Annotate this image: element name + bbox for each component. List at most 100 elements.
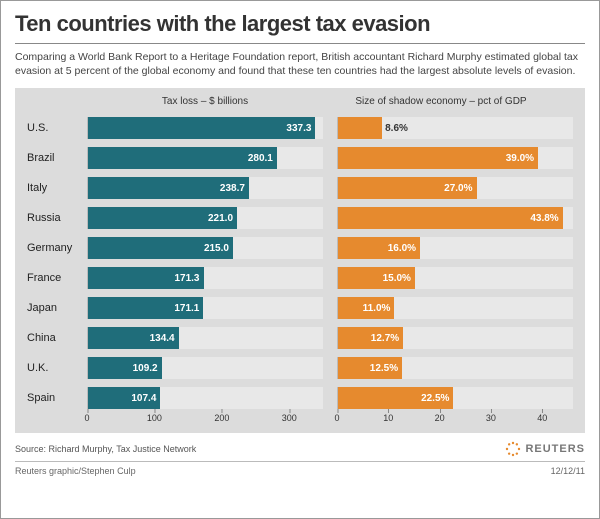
country-label: China bbox=[27, 332, 87, 344]
shadow-value: 15.0% bbox=[383, 273, 415, 284]
tax-loss-cell: 280.1 bbox=[87, 147, 323, 169]
reuters-logo: REUTERS bbox=[505, 441, 585, 457]
axis-right: 010203040 bbox=[337, 413, 573, 431]
shadow-bar: 16.0% bbox=[338, 237, 420, 259]
shadow-bar: 8.6% bbox=[338, 117, 382, 139]
rule-top bbox=[15, 43, 585, 44]
chart-area: Tax loss – $ billions Size of shadow eco… bbox=[15, 88, 585, 433]
shadow-cell: 12.5% bbox=[337, 357, 573, 379]
shadow-bar: 12.7% bbox=[338, 327, 403, 349]
tax-loss-value: 215.0 bbox=[204, 243, 233, 254]
tax-loss-value: 107.4 bbox=[131, 393, 160, 404]
data-row: Italy 238.7 27.0% bbox=[27, 173, 573, 203]
country-label: Brazil bbox=[27, 152, 87, 164]
tax-loss-bar: 280.1 bbox=[88, 147, 277, 169]
tax-loss-value: 221.0 bbox=[208, 213, 237, 224]
chart-rows: U.S.337.38.6%Brazil280.139.0%Italy238.72… bbox=[27, 113, 573, 413]
shadow-bar: 22.5% bbox=[338, 387, 453, 409]
tax-loss-value: 238.7 bbox=[220, 183, 249, 194]
shadow-value: 11.0% bbox=[363, 303, 395, 314]
shadow-bar: 12.5% bbox=[338, 357, 402, 379]
shadow-value: 27.0% bbox=[444, 183, 476, 194]
tax-loss-bar: 221.0 bbox=[88, 207, 237, 229]
tax-loss-value: 280.1 bbox=[248, 153, 277, 164]
tax-loss-bar: 107.4 bbox=[88, 387, 160, 409]
tax-loss-bar: 238.7 bbox=[88, 177, 249, 199]
footer-credit-row: Reuters graphic/Stephen Culp 12/12/11 bbox=[15, 466, 585, 476]
shadow-cell: 16.0% bbox=[337, 237, 573, 259]
axis-tick: 200 bbox=[214, 413, 229, 423]
graphic-frame: Ten countries with the largest tax evasi… bbox=[0, 0, 600, 519]
shadow-value: 39.0% bbox=[506, 153, 538, 164]
reuters-name: REUTERS bbox=[525, 443, 585, 455]
tax-loss-bar: 109.2 bbox=[88, 357, 162, 379]
country-label: Spain bbox=[27, 392, 87, 404]
rule-bottom bbox=[15, 461, 585, 462]
tax-loss-cell: 109.2 bbox=[87, 357, 323, 379]
right-heading: Size of shadow economy – pct of GDP bbox=[323, 96, 559, 107]
country-label: Japan bbox=[27, 302, 87, 314]
intro-text: Comparing a World Bank Report to a Herit… bbox=[15, 50, 585, 78]
data-row: Russia 221.0 43.8% bbox=[27, 203, 573, 233]
shadow-cell: 8.6% bbox=[337, 117, 573, 139]
shadow-bar: 11.0% bbox=[338, 297, 394, 319]
shadow-bar: 39.0% bbox=[338, 147, 538, 169]
footer-source-row: Source: Richard Murphy, Tax Justice Netw… bbox=[15, 441, 585, 457]
tax-loss-bar: 171.3 bbox=[88, 267, 204, 289]
tax-loss-cell: 215.0 bbox=[87, 237, 323, 259]
tax-loss-bar: 337.3 bbox=[88, 117, 315, 139]
shadow-bar: 15.0% bbox=[338, 267, 415, 289]
credit-text: Reuters graphic/Stephen Culp bbox=[15, 466, 136, 476]
axis-left: 0100200300 bbox=[87, 413, 323, 431]
tax-loss-value: 134.4 bbox=[150, 333, 179, 344]
tax-loss-bar: 171.1 bbox=[88, 297, 203, 319]
shadow-value: 16.0% bbox=[388, 243, 420, 254]
tax-loss-bar: 134.4 bbox=[88, 327, 179, 349]
data-row: China 134.4 12.7% bbox=[27, 323, 573, 353]
shadow-cell: 39.0% bbox=[337, 147, 573, 169]
reuters-dots-icon bbox=[505, 441, 521, 457]
tax-loss-cell: 337.3 bbox=[87, 117, 323, 139]
country-label: Russia bbox=[27, 212, 87, 224]
data-row: Brazil 280.1 39.0% bbox=[27, 143, 573, 173]
shadow-cell: 43.8% bbox=[337, 207, 573, 229]
data-row: Germany 215.0 16.0% bbox=[27, 233, 573, 263]
tax-loss-value: 171.1 bbox=[174, 303, 203, 314]
data-row: Japan 171.1 11.0% bbox=[27, 293, 573, 323]
shadow-value: 12.5% bbox=[370, 363, 402, 374]
shadow-cell: 22.5% bbox=[337, 387, 573, 409]
tax-loss-value: 171.3 bbox=[174, 273, 203, 284]
axis-tick: 100 bbox=[147, 413, 162, 423]
tax-loss-cell: 171.1 bbox=[87, 297, 323, 319]
tax-loss-cell: 221.0 bbox=[87, 207, 323, 229]
title: Ten countries with the largest tax evasi… bbox=[15, 11, 585, 37]
tax-loss-value: 109.2 bbox=[133, 363, 162, 374]
country-label: Italy bbox=[27, 182, 87, 194]
axis-row: 0100200300 010203040 bbox=[27, 413, 573, 433]
shadow-cell: 12.7% bbox=[337, 327, 573, 349]
tax-loss-value: 337.3 bbox=[286, 123, 315, 134]
shadow-bar: 43.8% bbox=[338, 207, 563, 229]
axis-tick: 0 bbox=[334, 413, 339, 423]
tax-loss-cell: 107.4 bbox=[87, 387, 323, 409]
country-label: Germany bbox=[27, 242, 87, 254]
shadow-bar: 27.0% bbox=[338, 177, 477, 199]
axis-tick: 30 bbox=[486, 413, 496, 423]
tax-loss-cell: 134.4 bbox=[87, 327, 323, 349]
axis-tick: 10 bbox=[383, 413, 393, 423]
country-label: France bbox=[27, 272, 87, 284]
shadow-value: 43.8% bbox=[530, 213, 562, 224]
country-label: U.K. bbox=[27, 362, 87, 374]
source-text: Source: Richard Murphy, Tax Justice Netw… bbox=[15, 444, 196, 454]
shadow-cell: 27.0% bbox=[337, 177, 573, 199]
shadow-value: 12.7% bbox=[371, 333, 403, 344]
axis-tick: 300 bbox=[282, 413, 297, 423]
date-text: 12/12/11 bbox=[551, 466, 585, 476]
left-heading: Tax loss – $ billions bbox=[87, 96, 323, 107]
data-row: U.K. 109.2 12.5% bbox=[27, 353, 573, 383]
tax-loss-cell: 238.7 bbox=[87, 177, 323, 199]
tax-loss-bar: 215.0 bbox=[88, 237, 233, 259]
data-row: France 171.3 15.0% bbox=[27, 263, 573, 293]
data-row: U.S.337.38.6% bbox=[27, 113, 573, 143]
shadow-value: 8.6% bbox=[385, 123, 408, 134]
